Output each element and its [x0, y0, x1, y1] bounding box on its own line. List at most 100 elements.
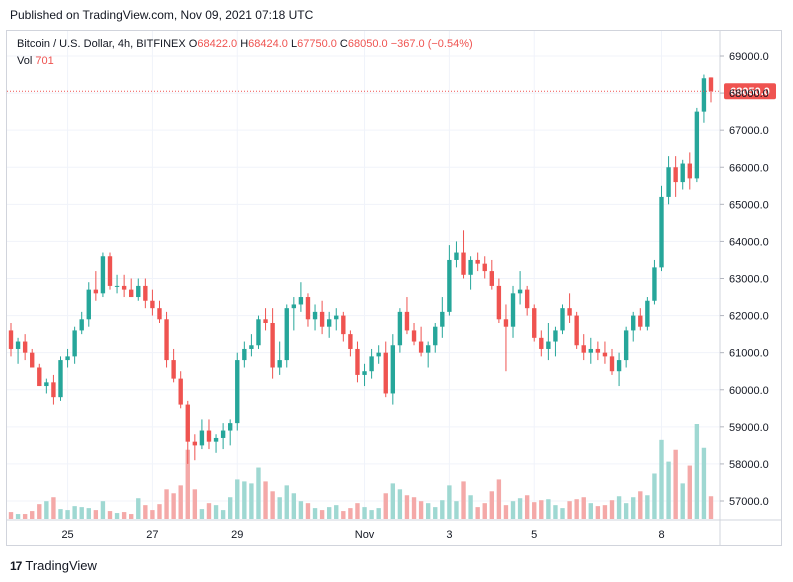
candle-body	[93, 289, 99, 294]
volume-bar	[220, 510, 226, 519]
volume-bar	[482, 503, 487, 519]
x-tick-label: 25	[61, 529, 73, 541]
candle-body	[411, 330, 417, 342]
chart-frame[interactable]	[6, 30, 782, 546]
candle-body	[164, 319, 169, 361]
candle	[447, 245, 452, 316]
candle	[15, 337, 21, 364]
candle	[454, 241, 459, 268]
candle	[362, 363, 367, 387]
candle	[517, 271, 523, 305]
candle	[397, 308, 403, 353]
x-tick-label: 8	[658, 529, 664, 541]
candle-body	[539, 337, 544, 349]
volume-bar	[454, 501, 459, 519]
volume-bar	[362, 507, 367, 519]
candle-body	[418, 341, 424, 353]
candle-body	[687, 163, 692, 179]
candle	[524, 285, 530, 316]
candle-body	[652, 267, 657, 301]
volume-bar	[553, 505, 558, 519]
candle-body	[228, 423, 233, 431]
candle	[503, 304, 509, 372]
volume-bar	[418, 501, 424, 519]
volume-bar	[277, 497, 282, 519]
candle-body	[503, 319, 509, 327]
candle-body	[114, 285, 120, 287]
candle	[475, 252, 480, 272]
candle	[58, 356, 63, 401]
last-price-badge	[724, 83, 776, 100]
candle-body	[666, 167, 671, 197]
candle	[609, 348, 615, 375]
candle-body	[22, 341, 28, 353]
candle-body	[206, 430, 212, 442]
candle-body	[157, 308, 162, 320]
volume-bar	[86, 508, 91, 519]
candle-body	[468, 259, 473, 275]
open-value: 68422.0	[197, 38, 238, 50]
candle	[220, 423, 226, 450]
candle	[383, 341, 388, 398]
tradingview-brand[interactable]: 17 TradingView	[10, 558, 97, 573]
volume-bar	[638, 491, 643, 519]
candle	[37, 363, 42, 387]
tradingview-logo-icon: 17	[10, 558, 22, 573]
brand-name: TradingView	[25, 558, 97, 573]
candle-body	[574, 315, 579, 346]
candle-body	[334, 315, 339, 320]
candle-body	[51, 382, 56, 398]
volume-bar	[150, 510, 155, 519]
candle-body	[425, 345, 431, 353]
candle-body	[588, 348, 593, 353]
volume-bar	[178, 485, 183, 519]
candle	[638, 308, 643, 331]
volume-bar	[199, 509, 205, 519]
candle-body	[235, 360, 240, 424]
candle-body	[673, 167, 678, 183]
volume-bar	[517, 498, 523, 519]
candle-body	[326, 319, 332, 327]
candle-body	[298, 297, 304, 305]
candle	[687, 152, 692, 190]
volume-bar	[623, 503, 629, 519]
volume-bar	[284, 485, 289, 519]
candle-body	[305, 297, 311, 320]
volume-bar	[404, 495, 410, 519]
legend-ohlc-row: Bitcoin / U.S. Dollar, 4h, BITFINEX O684…	[17, 36, 473, 53]
change-value: −367.0 (−0.54%)	[390, 38, 473, 50]
volume-bar	[411, 497, 417, 519]
candle-body	[369, 356, 374, 372]
candle	[581, 334, 586, 361]
volume-bar	[383, 493, 388, 519]
volume-bar	[242, 481, 247, 519]
volume-bar	[37, 504, 42, 519]
volume-bar	[595, 506, 601, 519]
candle-body	[220, 430, 226, 438]
volume-bar	[673, 449, 678, 519]
volume-bar	[65, 510, 70, 519]
last-price-line: 68050.0	[7, 83, 776, 100]
volume-bar	[51, 497, 56, 519]
candle-body	[447, 259, 452, 312]
candle	[51, 374, 56, 405]
candle	[136, 278, 141, 301]
volume-bar	[157, 504, 162, 519]
candle-body	[171, 360, 176, 379]
candle-body	[58, 360, 63, 398]
volume-bar	[8, 512, 14, 519]
candle-body	[631, 315, 636, 331]
candle-body	[242, 348, 247, 361]
candle	[312, 304, 318, 331]
candle-body	[694, 111, 700, 179]
volume-bar	[616, 496, 622, 519]
volume-bar	[489, 491, 494, 519]
candle-body	[8, 330, 14, 349]
volume-bar	[129, 514, 134, 519]
candle-body	[489, 271, 494, 286]
candle-body	[86, 289, 91, 320]
y-tick-label: 69000.0	[729, 51, 769, 63]
volume-bar	[298, 501, 304, 519]
candle	[319, 300, 325, 335]
